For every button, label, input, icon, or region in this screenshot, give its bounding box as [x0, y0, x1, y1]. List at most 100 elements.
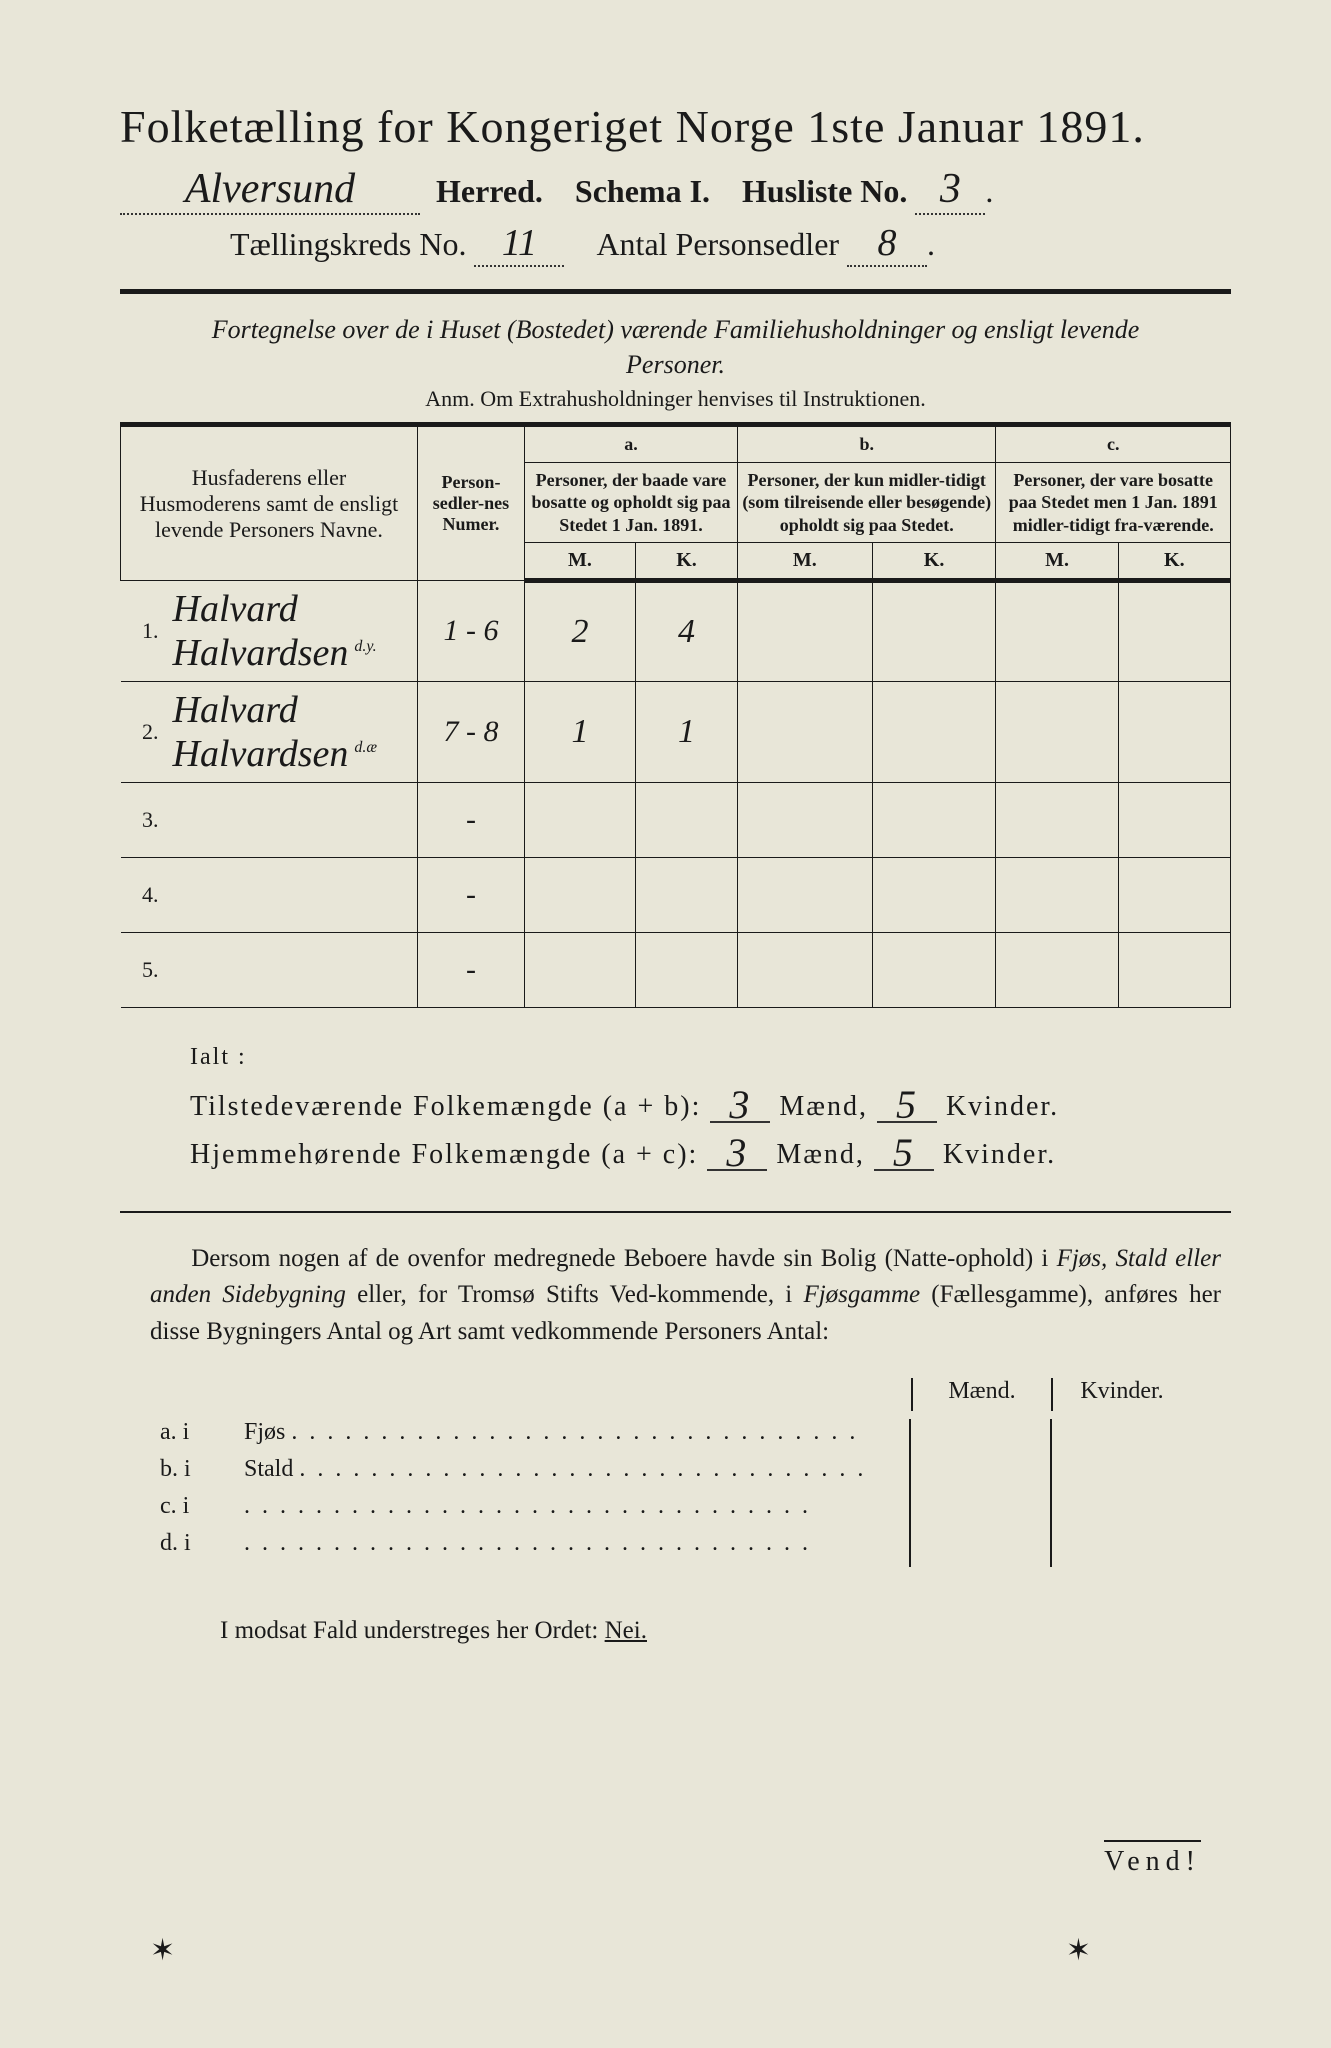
- row-am: [524, 858, 635, 933]
- row-ak: [635, 933, 737, 1008]
- census-form-page: Folketælling for Kongeriget Norge 1ste J…: [0, 0, 1331, 2048]
- row-bk: [872, 933, 996, 1008]
- modsat-line: I modsat Fald understreges her Ordet: Ne…: [220, 1617, 1231, 1645]
- row-number: 2.: [121, 682, 165, 783]
- group-a-tag: a.: [524, 425, 737, 463]
- row-ck: [1118, 858, 1230, 933]
- row-number: 3.: [121, 783, 165, 858]
- group-a-text: Personer, der baade vare bosatte og opho…: [524, 462, 737, 543]
- row-number: 1.: [121, 581, 165, 682]
- fjos-kvinder-label: Kvinder.: [1051, 1378, 1191, 1411]
- maend-label: Mænd,: [779, 1091, 868, 1122]
- line2-label: Hjemmehørende Folkemængde (a + c):: [190, 1139, 698, 1170]
- fjos-block: a. i Fjøs . . . . . . . . . . . . . . . …: [160, 1419, 1191, 1567]
- row-pnum: 7 - 8: [417, 682, 524, 783]
- herred-value: Alversund: [120, 165, 420, 215]
- col-c-k: K.: [1118, 543, 1230, 581]
- fjos-row: d. i . . . . . . . . . . . . . . . . . .…: [160, 1530, 909, 1557]
- kvinder-label2: Kvinder.: [943, 1139, 1056, 1170]
- group-c-text: Personer, der vare bosatte paa Stedet me…: [996, 462, 1231, 543]
- herred-label: Herred.: [436, 173, 543, 209]
- row-cm: [996, 933, 1118, 1008]
- kreds-value: 11: [474, 221, 564, 267]
- row-am: 1: [524, 682, 635, 783]
- table-row: 2.Halvard Halvardsend.æ7 - 811: [121, 682, 1231, 783]
- fjos-header: Mænd. Kvinder.: [160, 1378, 1191, 1411]
- row-name: [165, 783, 418, 858]
- line2-m: 3: [707, 1137, 767, 1171]
- table-row: 5. -: [121, 933, 1231, 1008]
- totals-block: Ialt : Tilstedeværende Folkemængde (a + …: [190, 1044, 1231, 1171]
- outbuilding-paragraph: Dersom nogen af de ovenfor medregnede Be…: [150, 1241, 1221, 1350]
- fjos-row: a. i Fjøs . . . . . . . . . . . . . . . …: [160, 1419, 909, 1446]
- col-names: Husfaderens eller Husmoderens samt de en…: [121, 425, 418, 581]
- row-bm: [737, 858, 872, 933]
- header-row-2: Tællingskreds No. 11 Antal Personsedler …: [230, 221, 1231, 267]
- household-table: Husfaderens eller Husmoderens samt de en…: [120, 422, 1231, 1008]
- modsat-text: I modsat Fald understreges her Ordet:: [220, 1617, 598, 1644]
- col-a-k: K.: [635, 543, 737, 581]
- row-name: Halvard Halvardsend.y.: [165, 581, 418, 682]
- row-bk: [872, 783, 996, 858]
- row-ak: [635, 783, 737, 858]
- header-row-1: Alversund Herred. Schema I. Husliste No.…: [120, 165, 1231, 215]
- row-ck: [1118, 581, 1230, 682]
- group-b-text: Personer, der kun midler-tidigt (som til…: [737, 462, 995, 543]
- fjos-kvinder-col: [1050, 1419, 1191, 1567]
- col-c-m: M.: [996, 543, 1118, 581]
- divider-2: [120, 1211, 1231, 1213]
- kvinder-label: Kvinder.: [946, 1091, 1059, 1122]
- husliste-value: 3: [915, 165, 985, 215]
- antal-value: 8: [847, 221, 927, 267]
- fjos-maend-label: Mænd.: [911, 1378, 1051, 1411]
- line1-m: 3: [710, 1089, 770, 1123]
- row-ck: [1118, 933, 1230, 1008]
- row-cm: [996, 858, 1118, 933]
- fjos-right: [909, 1419, 1191, 1567]
- fjos-maend-col: [911, 1419, 1050, 1567]
- line1-label: Tilstedeværende Folkemængde (a + b):: [190, 1091, 701, 1122]
- col-b-k: K.: [872, 543, 996, 581]
- row-am: [524, 783, 635, 858]
- anm-text: Anm. Om Extrahusholdninger henvises til …: [120, 386, 1231, 412]
- instruction-text: Fortegnelse over de i Huset (Bostedet) v…: [180, 312, 1171, 382]
- table-row: 3. -: [121, 783, 1231, 858]
- row-pnum: -: [417, 858, 524, 933]
- divider: [120, 289, 1231, 294]
- row-pnum: -: [417, 933, 524, 1008]
- page-title: Folketælling for Kongeriget Norge 1ste J…: [120, 100, 1231, 153]
- row-bk: [872, 682, 996, 783]
- col-person-num: Person-sedler-nes Numer.: [417, 425, 524, 581]
- line2-k: 5: [874, 1137, 934, 1171]
- row-bm: [737, 581, 872, 682]
- mark-left: ✶: [150, 1933, 175, 1968]
- antal-label: Antal Personsedler: [596, 226, 839, 262]
- row-cm: [996, 682, 1118, 783]
- row-name: [165, 933, 418, 1008]
- row-number: 4.: [121, 858, 165, 933]
- col-b-m: M.: [737, 543, 872, 581]
- table-row: 4. -: [121, 858, 1231, 933]
- row-ak: 1: [635, 682, 737, 783]
- fjos-row: b. i Stald . . . . . . . . . . . . . . .…: [160, 1456, 909, 1483]
- row-ck: [1118, 682, 1230, 783]
- row-pnum: -: [417, 783, 524, 858]
- row-bm: [737, 783, 872, 858]
- line1-k: 5: [877, 1089, 937, 1123]
- row-bk: [872, 581, 996, 682]
- table-row: 1.Halvard Halvardsend.y.1 - 624: [121, 581, 1231, 682]
- row-am: 2: [524, 581, 635, 682]
- totals-line-2: Hjemmehørende Folkemængde (a + c): 3 Mæn…: [190, 1137, 1231, 1171]
- husliste-label: Husliste No.: [742, 173, 907, 209]
- row-name: Halvard Halvardsend.æ: [165, 682, 418, 783]
- row-number: 5.: [121, 933, 165, 1008]
- row-ak: 4: [635, 581, 737, 682]
- row-bm: [737, 933, 872, 1008]
- row-ck: [1118, 783, 1230, 858]
- ialt-label: Ialt :: [190, 1044, 1231, 1071]
- fjos-row: c. i . . . . . . . . . . . . . . . . . .…: [160, 1493, 909, 1520]
- row-cm: [996, 581, 1118, 682]
- row-pnum: 1 - 6: [417, 581, 524, 682]
- row-cm: [996, 783, 1118, 858]
- row-name: [165, 858, 418, 933]
